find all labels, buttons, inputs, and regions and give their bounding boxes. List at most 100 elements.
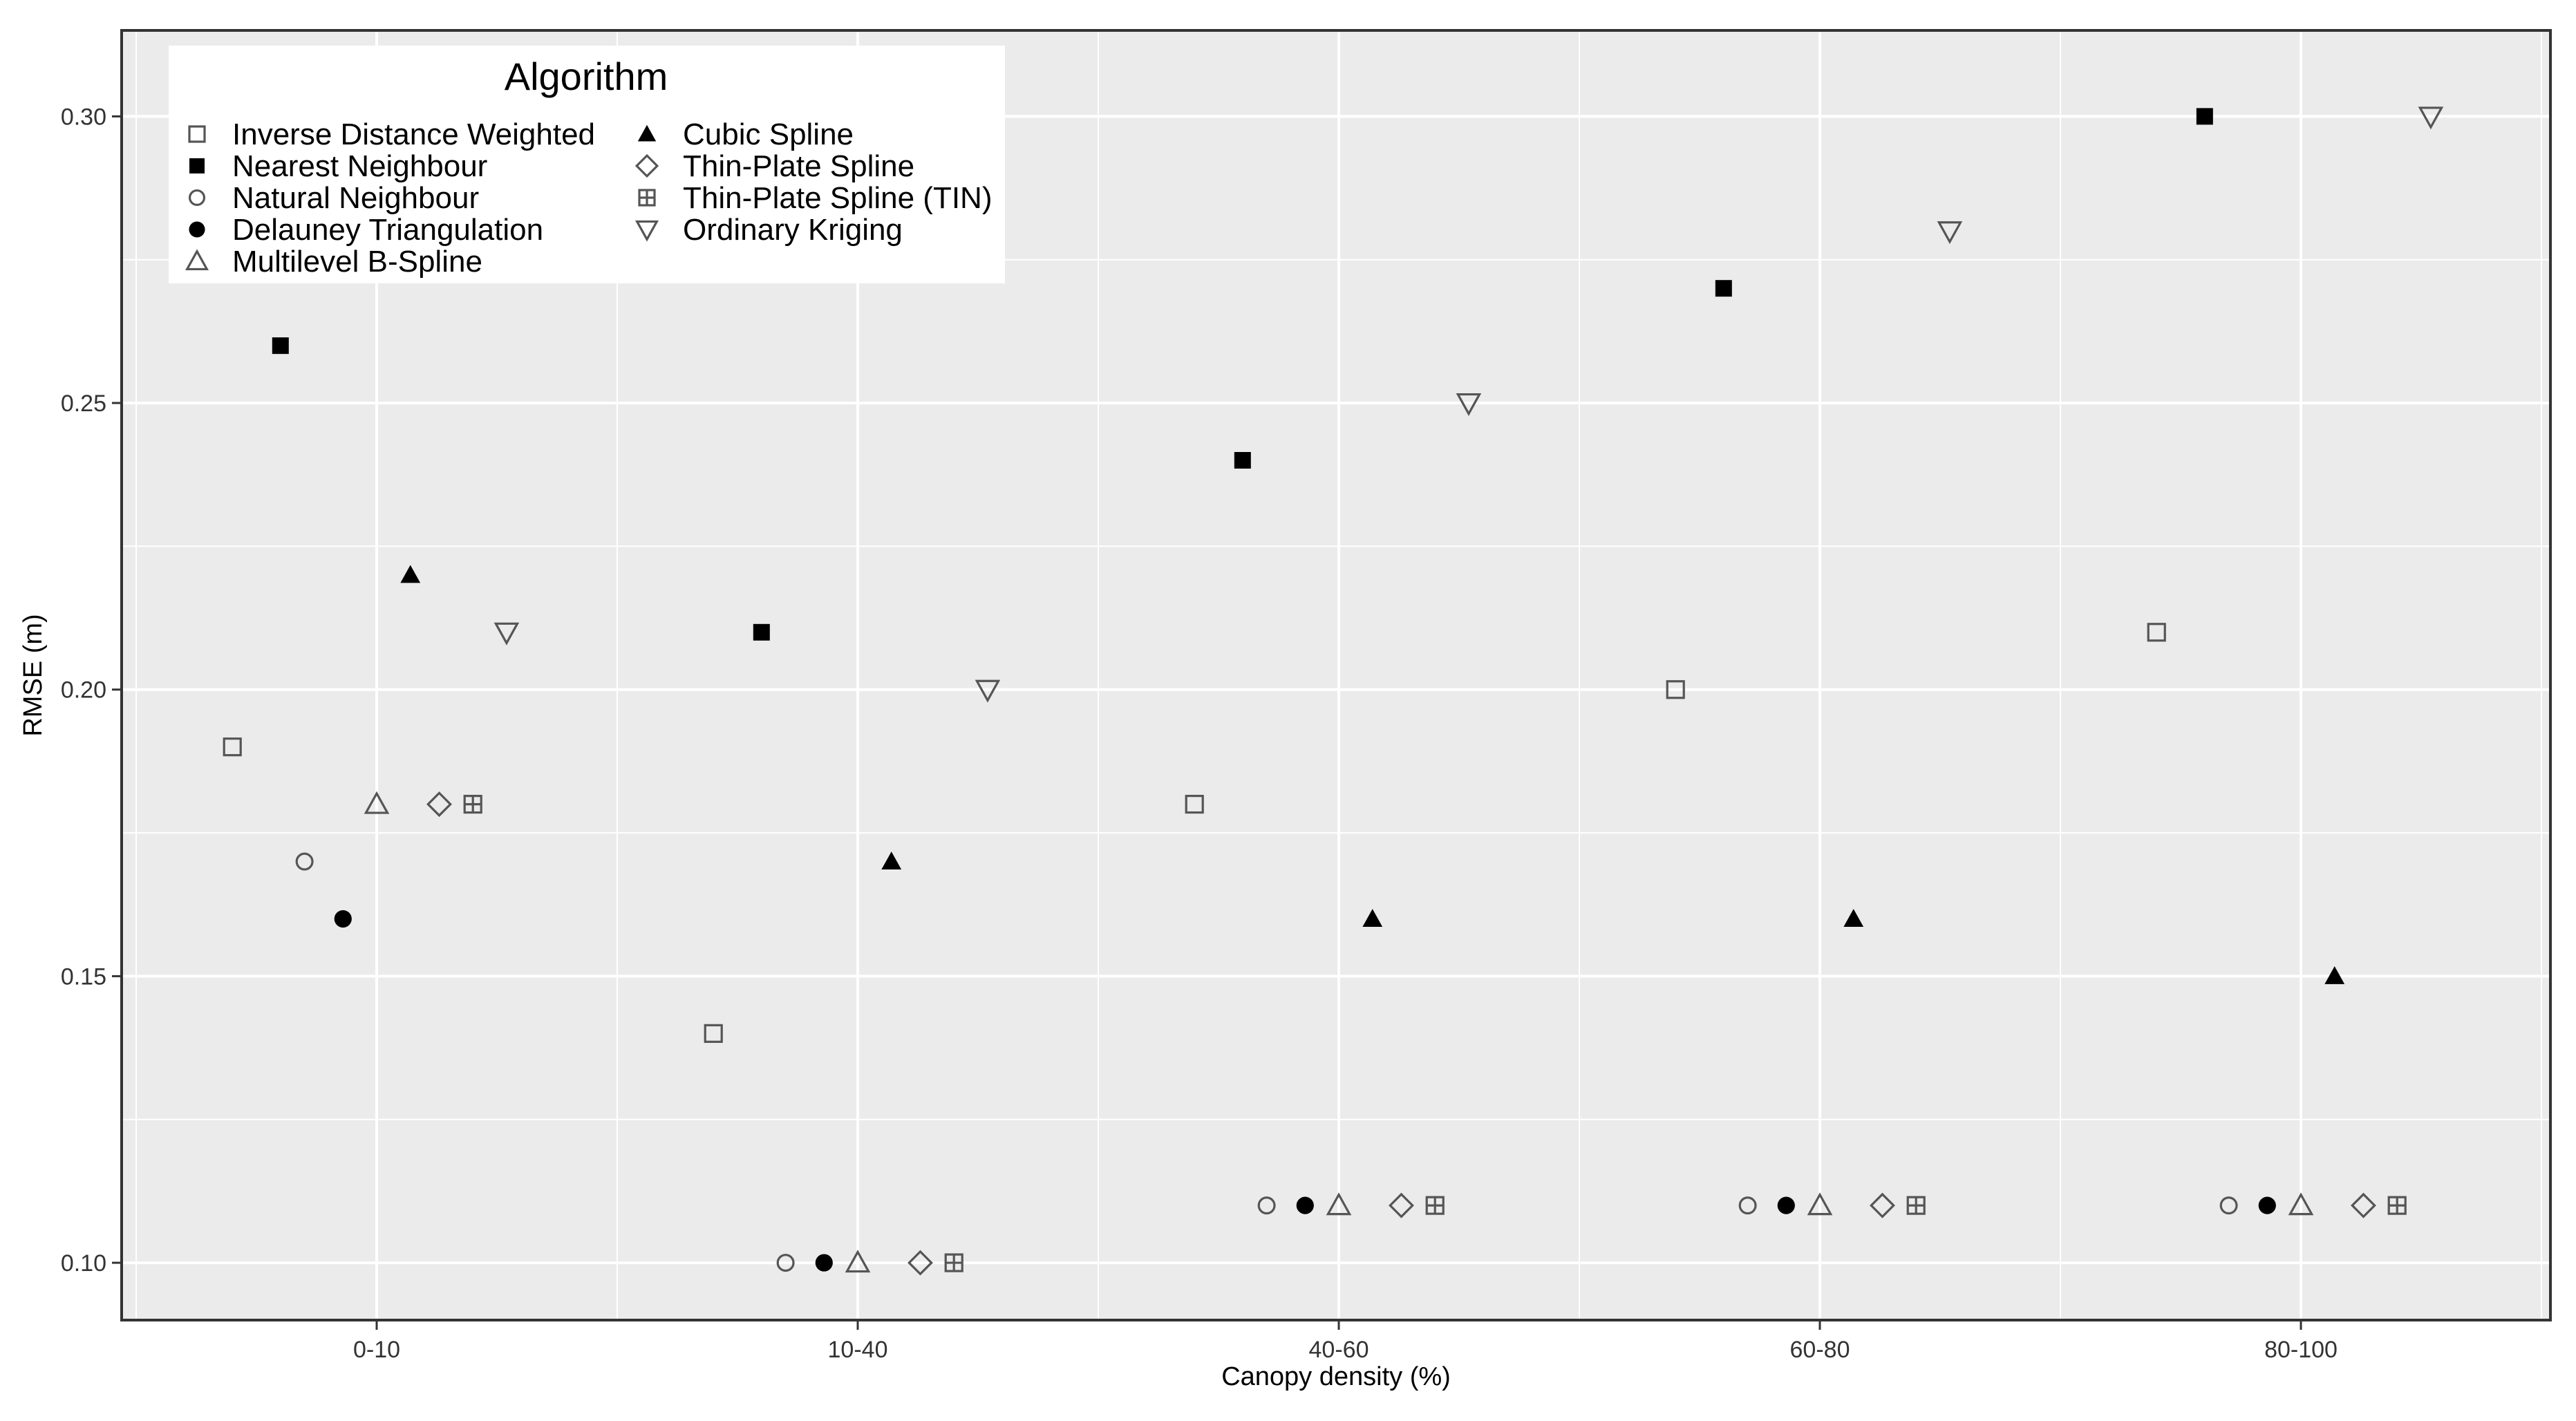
data-point (815, 1254, 833, 1272)
data-point (1425, 1196, 1445, 1215)
legend-label: Nearest Neighbour (232, 149, 487, 183)
plot-border (120, 29, 2552, 1321)
data-point (1738, 1196, 1757, 1215)
data-point (1389, 1192, 1414, 1218)
circle-shape (1296, 1196, 1314, 1214)
data-point (272, 337, 289, 355)
diamond-shape (1870, 1192, 1895, 1218)
circle-shape (189, 221, 205, 238)
triangle-shape (2418, 106, 2444, 130)
circle-shape (815, 1254, 833, 1272)
data-point (1257, 1196, 1276, 1215)
legend-label: Ordinary Kriging (683, 213, 903, 247)
triangle-shape (2288, 1192, 2314, 1216)
x-tick-label: 10-40 (828, 1337, 888, 1363)
data-point (2258, 1196, 2276, 1214)
data-point (2147, 623, 2166, 642)
legend-key (188, 189, 206, 207)
square-shape (272, 337, 289, 355)
square-shape (753, 623, 770, 641)
triangle-shape (493, 622, 520, 646)
x-tick-label: 80-100 (2264, 1337, 2338, 1363)
triangle-shape (400, 565, 421, 583)
legend-label: Delauney Triangulation (232, 213, 543, 247)
diamond-shape (1389, 1192, 1414, 1218)
square-shape (2196, 108, 2213, 125)
data-point (1185, 794, 1204, 814)
data-point (2196, 108, 2213, 125)
data-point (364, 791, 390, 814)
triangle-shape (2324, 966, 2345, 984)
y-axis-title: RMSE (m) (19, 614, 48, 736)
circle-shape (295, 852, 314, 871)
data-point (1362, 909, 1383, 927)
data-points (223, 106, 2444, 1276)
triangle-shape (1326, 1192, 1352, 1216)
legend-label: Natural Neighbour (232, 181, 479, 215)
data-point (1937, 221, 1963, 245)
data-point (2351, 1192, 2376, 1218)
data-point (1296, 1196, 1314, 1214)
legend-key (634, 220, 659, 242)
triangle-shape (1456, 393, 1482, 416)
data-point (1456, 393, 1482, 416)
data-point (1777, 1196, 1795, 1214)
data-point (1326, 1192, 1352, 1216)
data-point (2219, 1196, 2238, 1215)
data-point (400, 565, 421, 583)
square-shape (1185, 794, 1204, 814)
legend: Algorithm Inverse Distance WeightedNeare… (169, 46, 1005, 283)
circle-shape (1257, 1196, 1276, 1215)
legend-key (188, 125, 206, 143)
data-point (753, 623, 770, 641)
triangle-shape (845, 1250, 871, 1273)
square-shape (223, 737, 242, 757)
data-point (493, 622, 520, 646)
triangle-shape (185, 249, 209, 271)
triangle-shape (881, 851, 902, 870)
circle-shape (188, 189, 206, 207)
triangle-shape (1843, 909, 1864, 927)
diamond-shape (2351, 1192, 2376, 1218)
diamond-shape (908, 1250, 933, 1276)
data-point (295, 852, 314, 871)
data-point (1715, 280, 1732, 297)
square-shape (2147, 623, 2166, 642)
legend-title: Algorithm (505, 55, 668, 98)
legend-key (637, 124, 657, 142)
circle-shape (334, 910, 352, 928)
data-point (776, 1254, 795, 1272)
legend-key (634, 153, 659, 178)
x-tick-label: 40-60 (1309, 1337, 1369, 1363)
triangle-shape (1937, 221, 1963, 245)
data-point (944, 1253, 963, 1272)
data-point (2324, 966, 2345, 984)
y-tick-label: 0.25 (61, 390, 106, 417)
data-point (881, 851, 902, 870)
y-tick-label: 0.30 (61, 104, 106, 130)
data-point (2288, 1192, 2314, 1216)
triangle-shape (364, 791, 390, 814)
square-shape (704, 1024, 723, 1043)
legend-key (189, 158, 205, 173)
legend-label: Cubic Spline (683, 117, 854, 151)
legend-key (189, 221, 205, 238)
triangle-shape (1807, 1192, 1833, 1216)
data-point (463, 794, 482, 814)
data-point (1870, 1192, 1895, 1218)
data-point (334, 910, 352, 928)
data-point (1666, 680, 1685, 699)
legend-background (169, 46, 1005, 283)
x-tick-label: 0-10 (353, 1337, 400, 1363)
legend-label: Inverse Distance Weighted (232, 117, 595, 151)
data-point (975, 679, 1001, 703)
axes: 0-10 10-40 40-60 60-80 80-100 0.10 0.15 0.20 0.2… (61, 104, 2338, 1363)
legend-label: Thin-Plate Spline (683, 149, 914, 183)
circle-shape (2219, 1196, 2238, 1215)
diamond-shape (634, 153, 659, 178)
legend-key (185, 249, 209, 271)
y-tick-label: 0.20 (61, 677, 106, 704)
diamond-shape (426, 791, 452, 818)
y-tick-label: 0.15 (61, 963, 106, 990)
